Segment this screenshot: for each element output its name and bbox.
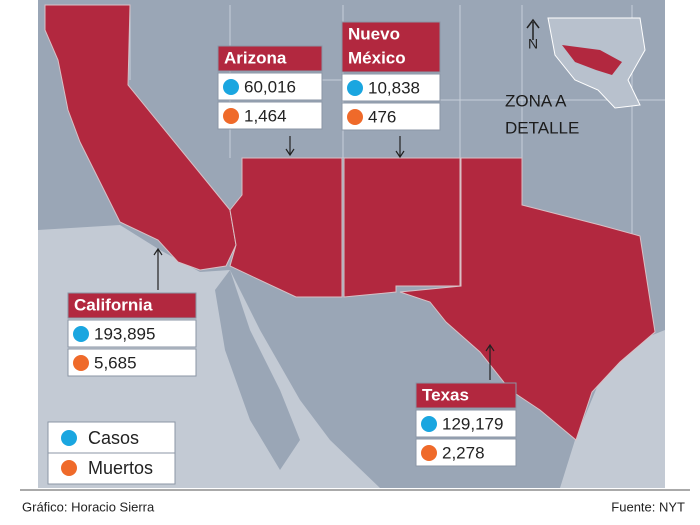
legend: Casos Muertos xyxy=(47,421,176,485)
row-deaths: 476 xyxy=(368,107,396,126)
state-name: Arizona xyxy=(224,48,287,67)
zone-label: ZONA A xyxy=(505,91,567,110)
state-name: México xyxy=(348,48,406,67)
row-swatch xyxy=(73,355,89,371)
row-swatch xyxy=(223,79,239,95)
inset: N ZONA A DETALLE xyxy=(505,17,646,137)
row-cases: 129,179 xyxy=(442,414,503,433)
row-deaths: 2,278 xyxy=(442,443,485,462)
credit: Gráfico: Horacio Sierra xyxy=(22,499,155,514)
state-name: Nuevo xyxy=(348,24,400,43)
legend-label: Muertos xyxy=(88,458,153,478)
states xyxy=(44,4,656,441)
state-name: Texas xyxy=(422,385,469,404)
north-arrow xyxy=(526,18,540,40)
row-swatch xyxy=(421,445,437,461)
callout-header xyxy=(67,292,197,319)
texas-shape xyxy=(399,157,656,441)
row-deaths: 5,685 xyxy=(94,353,137,372)
row-swatch xyxy=(421,416,437,432)
new-mexico-shape xyxy=(343,157,461,298)
legend-swatch xyxy=(61,460,77,476)
legend-label: Casos xyxy=(88,428,139,448)
callouts: Arizona 60,016 1,464 Nuevo México 10,838 476 Ca… xyxy=(67,21,517,467)
arizona-shape xyxy=(229,157,343,298)
callout-header xyxy=(341,21,441,73)
california-shape xyxy=(44,4,237,271)
row-swatch xyxy=(73,326,89,342)
row-swatch xyxy=(347,109,363,125)
callout-header xyxy=(415,382,517,409)
row-cases: 60,016 xyxy=(244,77,296,96)
row-cases: 10,838 xyxy=(368,78,420,97)
baja-california xyxy=(215,270,300,470)
row-swatch xyxy=(223,108,239,124)
callout-row xyxy=(67,348,197,377)
row-swatch xyxy=(347,80,363,96)
row-deaths: 1,464 xyxy=(244,106,287,125)
zone-label: DETALLE xyxy=(505,118,579,137)
source: Fuente: NYT xyxy=(611,499,685,514)
state-name: California xyxy=(74,295,153,314)
inset-highlight xyxy=(562,45,622,75)
callout-header xyxy=(217,45,323,72)
row-cases: 193,895 xyxy=(94,324,155,343)
north-label: N xyxy=(528,36,538,52)
pointers xyxy=(153,136,495,380)
gulf xyxy=(560,330,665,488)
legend-swatch xyxy=(61,430,77,446)
callout-row xyxy=(67,319,197,348)
